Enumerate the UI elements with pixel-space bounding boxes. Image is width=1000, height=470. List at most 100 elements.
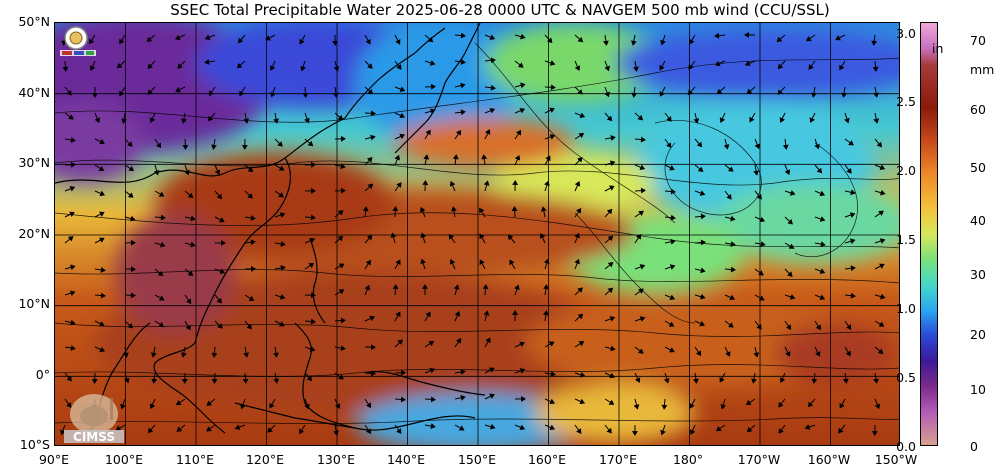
wind-arrow-head (219, 268, 226, 275)
wind-arrow-head (579, 398, 586, 405)
wind-arrow-head (638, 210, 644, 216)
wind-arrow-head (548, 341, 555, 347)
wind-arrow-head (92, 93, 98, 98)
wind-arrow-head (519, 341, 525, 348)
wind-arrow-head (365, 259, 371, 266)
wind-arrow-head (879, 238, 886, 244)
wind-arrow-head (420, 258, 426, 265)
wind-arrow-head (519, 368, 526, 374)
lon-label-150w: 150°W (874, 452, 918, 467)
wind-arrow-head (805, 36, 812, 42)
wind-arrow-head (60, 429, 66, 436)
wind-arrow-head (333, 430, 339, 436)
wind-arrow-head (543, 258, 550, 265)
wind-arrow-head (542, 310, 549, 316)
wind-arrow-head (99, 190, 106, 197)
wind-arrow-head (269, 402, 275, 409)
wind-arrow-head (458, 425, 465, 431)
wind-arrow-head (190, 215, 196, 222)
wind-arrow-head (607, 287, 614, 294)
tpw-map[interactable] (54, 22, 900, 446)
wind-arrow-head (512, 310, 519, 315)
wind-arrow-head (185, 324, 191, 331)
wind-arrow-head (130, 239, 136, 246)
wind-arrow-head (602, 40, 609, 46)
wind-arrow-head (277, 141, 283, 147)
wind-arrow-head (819, 294, 826, 301)
wind-arrow-head (119, 90, 125, 97)
wind-arrow-head (146, 36, 153, 42)
wind-arrow-head (723, 144, 730, 150)
wind-arrow-head (490, 57, 496, 64)
wind-arrow-head (456, 338, 462, 344)
wind-arrow-head (749, 116, 755, 123)
wind-arrow-head (785, 324, 792, 331)
wind-arrow-head (370, 134, 376, 141)
wind-arrow-head (94, 117, 101, 124)
wind-streamlines (55, 42, 899, 424)
wind-arrow-head (700, 293, 706, 300)
wind-arrow-head (544, 180, 550, 187)
wind-arrow-head (877, 348, 884, 355)
wind-arrow-head (234, 424, 241, 430)
wind-arrow-head (489, 34, 496, 41)
wind-arrow-head (211, 144, 217, 150)
wind-arrow-head (190, 241, 196, 248)
wind-arrow-head (719, 376, 725, 383)
wind-arrow-head (607, 235, 614, 242)
wind-arrow-head (338, 289, 345, 295)
wind-arrow-head (507, 234, 514, 241)
lon-label-100e: 100°E (104, 452, 143, 467)
wind-arrow-head (396, 182, 402, 188)
wind-arrow-head (176, 426, 183, 432)
wind-arrow-head (66, 375, 72, 382)
wind-arrow-head (429, 108, 436, 115)
wind-arrow-head (545, 155, 551, 162)
wind-arrow-head (304, 117, 310, 124)
wind-arrow-head (519, 424, 526, 431)
wind-arrow-head (634, 377, 641, 383)
wind-arrow-head (309, 237, 316, 244)
map-title: SSEC Total Precipitable Water 2025-06-28… (170, 1, 830, 19)
wind-arrow-head (187, 192, 194, 199)
wind-arrow-head (726, 194, 732, 200)
wind-arrow-head (365, 428, 372, 435)
wind-arrow-head (700, 213, 706, 220)
wind-arrow-head (399, 133, 405, 140)
wind-arrow-head (697, 166, 704, 172)
wind-arrow-head (720, 404, 727, 410)
wind-arrow-head (460, 32, 466, 39)
wind-arrow-head (98, 165, 105, 171)
wind-arrow-head (784, 169, 791, 176)
wind-arrow-head (149, 403, 156, 410)
wind-arrow-head (242, 378, 249, 384)
wind-arrow-head (70, 264, 76, 271)
wind-arrow-head (250, 239, 256, 246)
wind-arrow-head (370, 110, 376, 117)
wind-arrow-head (539, 232, 546, 239)
wind-arrow-head (744, 31, 749, 38)
wind-arrow-head (574, 232, 580, 239)
wind-arrow-head (515, 129, 522, 136)
wind-arrow-head (454, 310, 461, 317)
wind-arrow-head (666, 116, 672, 122)
wind-arrow-head (511, 206, 518, 212)
wind-arrow-head (130, 292, 136, 299)
lon-label-180: 180° (672, 452, 704, 467)
colorbar-mm-label: 30 (970, 267, 986, 282)
wind-arrow-head (395, 39, 401, 45)
wind-arrow-head (337, 210, 344, 216)
wind-arrow-head (879, 263, 885, 269)
wind-arrow-head (777, 63, 784, 70)
wind-arrow-head (338, 374, 344, 380)
wind-arrow-head (789, 294, 796, 300)
wind-arrow-head (204, 34, 211, 40)
wind-arrow-head (399, 86, 406, 92)
wind-arrow-head (543, 284, 549, 290)
wind-arrow-head (247, 193, 253, 199)
wind-arrow-head (243, 118, 250, 124)
wind-arrow-head (147, 427, 154, 434)
colorbar-mm-label: 40 (970, 213, 986, 228)
wind-arrow-head (246, 323, 252, 330)
wind-arrow-head (241, 144, 248, 150)
